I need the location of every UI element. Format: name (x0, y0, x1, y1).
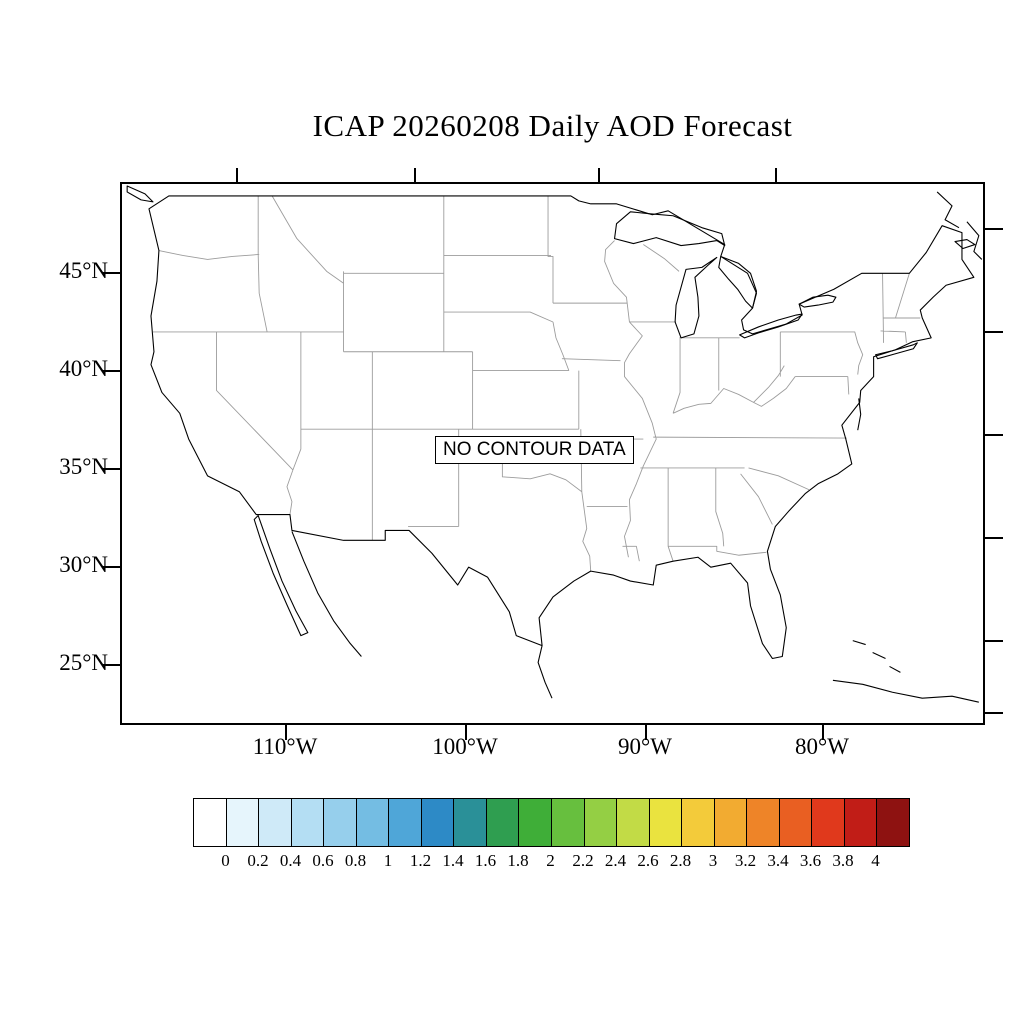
axis-tick (102, 272, 120, 274)
colorbar-cell (194, 799, 226, 846)
colorbar-tick-label: 3.2 (734, 851, 757, 870)
colorbar-cell (258, 799, 291, 846)
colorbar-tick-label: 1.6 (474, 851, 497, 870)
axis-tick (775, 168, 777, 182)
coastline-graphic (148, 195, 975, 660)
colorbar-cell (648, 799, 682, 846)
colorbar-tick-label: 2.2 (572, 851, 594, 870)
colorbar-cell (290, 799, 324, 846)
colorbar-cell (518, 799, 552, 846)
colorbar-tick-label: 1 (383, 851, 393, 870)
colorbar-tick-label: 0.2 (247, 851, 269, 870)
axis-tick (985, 331, 1003, 333)
state-borders-graphic (152, 195, 921, 572)
colorbar-tick-label: 2 (546, 851, 555, 870)
axis-tick (102, 566, 120, 568)
colorbar-tick-label: 0 (221, 851, 230, 870)
colorbar-tick-label: 4 (871, 851, 880, 870)
axis-tick (285, 725, 287, 740)
colorbar-cell (778, 799, 812, 846)
colorbar-tick-label: 2.6 (637, 851, 659, 870)
no-contour-data-label: NO CONTOUR DATA (435, 436, 634, 464)
colorbar-tick-label: 1.2 (409, 851, 432, 870)
axis-tick (465, 725, 467, 740)
us-map-graphic (126, 185, 983, 703)
colorbar-tick-label: 2.8 (669, 851, 692, 870)
latitude-tick-label: 25°N (59, 650, 108, 675)
great-lakes-graphic (613, 211, 837, 339)
latitude-tick-label: 35°N (59, 454, 108, 479)
colorbar-cell (876, 799, 910, 846)
colorbar-cell (811, 799, 844, 846)
colorbar-tick-label: 3 (708, 851, 718, 870)
axis-tick (985, 640, 1003, 642)
colorbar-cell (616, 799, 649, 846)
axis-tick (985, 537, 1003, 539)
colorbar-cell (746, 799, 779, 846)
latitude-tick-label: 45°N (59, 258, 108, 283)
colorbar-cell (453, 799, 486, 846)
colorbar-cell (551, 799, 584, 846)
axis-tick (645, 725, 647, 740)
colorbar-tick-label: 0.8 (344, 851, 367, 870)
axis-tick (985, 712, 1003, 714)
colorbar-cell (583, 799, 617, 846)
colorbar-tick-label: 3.8 (832, 851, 854, 870)
latitude-tick-label: 40°N (59, 356, 108, 381)
axis-tick (102, 370, 120, 372)
colorbar-tick-label: 0.4 (279, 851, 302, 870)
colorbar-tick-label: 0.6 (312, 851, 334, 870)
colorbar-tick-label: 1.4 (442, 851, 464, 870)
colorbar-cell (681, 799, 714, 846)
axis-tick (236, 168, 238, 182)
colorbar-cell (388, 799, 421, 846)
colorbar-tick-label: 2.4 (604, 851, 627, 870)
page-title: ICAP 20260208 Daily AOD Forecast (312, 108, 793, 143)
axis-tick (414, 168, 416, 182)
axis-tick (102, 468, 120, 470)
colorbar-tick-label: 3.4 (767, 851, 789, 870)
axis-tick (822, 725, 824, 740)
axis-tick (985, 228, 1003, 230)
surrounding-coast-graphic (126, 185, 983, 703)
colorbar-cell (485, 799, 519, 846)
colorbar-tick-label: 3.6 (799, 851, 822, 870)
colorbar-cell (225, 799, 259, 846)
colorbar-cell (420, 799, 454, 846)
axis-tick (598, 168, 600, 182)
colorbar-cell (713, 799, 747, 846)
colorbar (193, 798, 910, 847)
map-plot-area: NO CONTOUR DATA (120, 182, 985, 725)
latitude-tick-label: 30°N (59, 552, 108, 577)
colorbar-cell (323, 799, 356, 846)
axis-tick (985, 434, 1003, 436)
colorbar-cell (355, 799, 389, 846)
colorbar-cell (843, 799, 877, 846)
colorbar-tick-label: 1.8 (507, 851, 529, 870)
axis-tick (102, 664, 120, 666)
